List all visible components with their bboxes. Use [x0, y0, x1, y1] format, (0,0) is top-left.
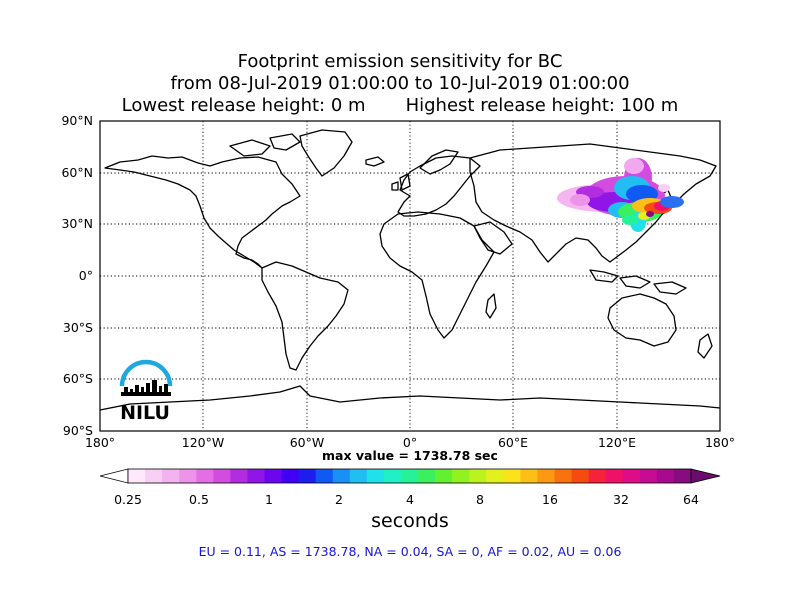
colorbar-tick-label: 2	[335, 492, 343, 507]
plot-title-line-3: Lowest release height: 0 m Highest relea…	[121, 95, 679, 116]
colorbar-segment	[213, 469, 231, 483]
colorbar-unit-label: seconds	[371, 510, 449, 532]
plot-title-line-2: from 08-Jul-2019 01:00:00 to 10-Jul-2019…	[170, 73, 630, 94]
colorbar-segment	[196, 469, 214, 483]
colorbar-segment	[332, 469, 351, 483]
lon-label: 120°W	[182, 435, 224, 450]
colorbar-tick-label: 4	[406, 492, 414, 507]
colorbar-segment	[400, 469, 419, 483]
colorbar-extend-min	[99, 468, 129, 484]
coast-antarctica	[99, 385, 721, 411]
colorbar-segment	[571, 469, 590, 483]
max-value-label: max value = 1738.78 sec	[322, 448, 498, 463]
colorbar-segment	[418, 469, 436, 483]
colorbar-segment	[588, 469, 607, 483]
colorbar-segment	[145, 469, 163, 483]
lat-label: 60°S	[63, 371, 93, 386]
colorbar-segment	[503, 469, 521, 483]
colorbar-extend-max	[690, 468, 721, 484]
colorbar-segment	[179, 469, 197, 483]
colorbar-segment	[435, 469, 453, 483]
coast-south-america	[261, 261, 349, 371]
latitude-labels: 90°N 60°N 30°N 0° 30°S 60°S 90°S	[61, 113, 93, 438]
lon-label: 120°E	[598, 435, 636, 450]
colorbar-segment	[622, 469, 641, 483]
coast-australia	[607, 293, 677, 347]
lat-label: 90°N	[61, 113, 93, 128]
lon-label: 60°E	[498, 435, 528, 450]
colorbar-segment	[366, 469, 385, 483]
colorbar-tick-label: 16	[542, 492, 558, 507]
colorbar-tick-label: 1	[265, 492, 273, 507]
nilu-logo: NILU	[119, 359, 173, 424]
lon-label: 0°	[403, 435, 417, 450]
colorbar-segment	[537, 469, 555, 483]
colorbar-segment	[383, 469, 402, 483]
colorbar	[99, 468, 721, 484]
colorbar-tick-label: 8	[476, 492, 484, 507]
colorbar-segment	[520, 469, 538, 483]
coast-africa	[379, 211, 495, 339]
coastlines	[99, 129, 721, 411]
colorbar-segment	[486, 469, 504, 483]
colorbar-frame	[127, 468, 692, 484]
colorbar-segment	[128, 469, 146, 483]
colorbar-segment	[656, 469, 675, 483]
lat-label: 90°S	[63, 423, 93, 438]
colorbar-segment	[452, 469, 470, 483]
lat-label: 30°S	[63, 320, 93, 335]
colorbar-segment	[264, 469, 282, 483]
colorbar-segment	[162, 469, 180, 483]
coast-greenland	[299, 129, 353, 177]
colorbar-segment	[349, 469, 368, 483]
colorbar-segment	[673, 469, 692, 483]
lon-label: 60°W	[290, 435, 325, 450]
colorbar-segment	[230, 469, 248, 483]
colorbar-tick-labels: 0.25 0.5 1 2 4 8 16 32 64	[114, 492, 699, 507]
lat-label: 60°N	[61, 165, 93, 180]
colorbar-segment	[554, 469, 572, 483]
coast-asia	[469, 143, 717, 263]
colorbar-segment	[639, 469, 658, 483]
colorbar-tick-label: 0.5	[189, 492, 209, 507]
colorbar-tick-label: 32	[613, 492, 629, 507]
lon-label: 180°	[705, 435, 735, 450]
colorbar-tick-label: 0.25	[114, 492, 142, 507]
colorbar-segment	[281, 469, 300, 483]
lat-label: 30°N	[61, 216, 93, 231]
footprint-plume	[557, 158, 684, 232]
colorbar-segment	[247, 469, 265, 483]
lon-label: 180°	[85, 435, 115, 450]
plot-title-line-1: Footprint emission sensitivity for BC	[237, 51, 563, 72]
regional-stats-text: EU = 0.11, AS = 1738.78, NA = 0.04, SA =…	[198, 544, 622, 559]
coast-north-america	[104, 155, 301, 269]
colorbar-segment	[605, 469, 624, 483]
longitude-labels: 180° 120°W 60°W 0° 60°E 120°E 180°	[85, 435, 735, 450]
colorbar-tick-label: 64	[683, 492, 699, 507]
logo-text: NILU	[120, 402, 170, 424]
lat-label: 0°	[79, 268, 93, 283]
colorbar-segment	[469, 469, 487, 483]
colorbar-segment	[298, 469, 317, 483]
colorbar-segment	[315, 469, 334, 483]
